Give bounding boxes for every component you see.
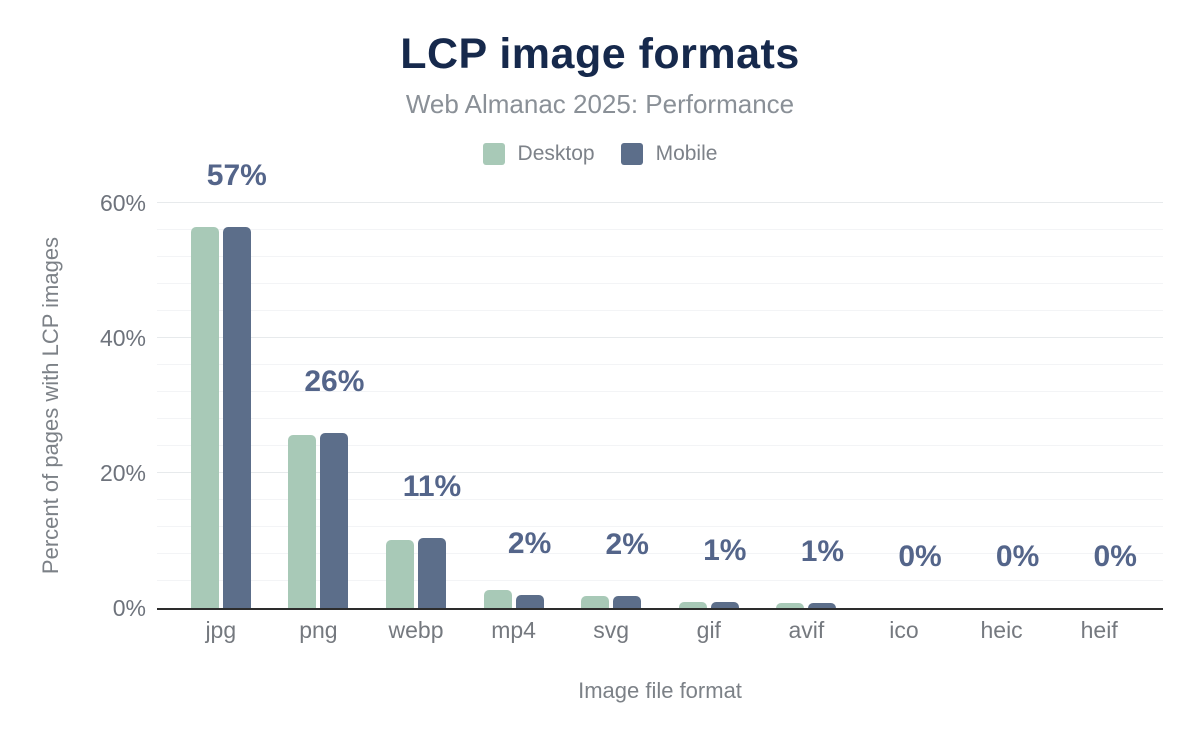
bar-desktop-png [288, 435, 317, 608]
bar-value-label: 26% [304, 364, 365, 398]
legend-label-desktop: Desktop [517, 142, 595, 165]
mobile-swatch-icon [620, 143, 643, 165]
bar-mobile-avif [808, 603, 837, 608]
legend: Desktop Mobile [0, 142, 1200, 166]
x-tick-label: heic [980, 617, 1023, 643]
y-tick-label: 40% [99, 325, 146, 351]
y-tick-label: 20% [99, 460, 146, 486]
bar-desktop-mp4 [483, 589, 512, 608]
x-tick-label: avif [788, 617, 825, 643]
x-tick-label: ico [889, 617, 919, 643]
bar-desktop-svg [581, 595, 610, 608]
x-axis-title: Image file format [578, 678, 742, 703]
gridline [157, 418, 1163, 419]
gridline [157, 283, 1163, 284]
x-tick-label: webp [388, 617, 444, 643]
chart-title: LCP image formats [400, 30, 800, 78]
legend-item-desktop: Desktop [482, 142, 595, 166]
bar-value-label: 1% [800, 535, 845, 569]
gridline [157, 526, 1163, 527]
gridline [157, 202, 1163, 203]
gridline [157, 256, 1163, 257]
gridline [157, 499, 1163, 500]
x-tick-label: svg [593, 617, 630, 643]
bar-desktop-webp [386, 539, 414, 608]
bar-value-label: 0% [898, 540, 942, 573]
y-axis-labels: 0% 20% 40% 60% [0, 190, 146, 621]
gridline [157, 553, 1163, 554]
y-tick-label: 60% [99, 190, 146, 216]
gridline [157, 337, 1163, 338]
plot-area: 57% 26% 11% 2% 2% 1% 1% 0% 0% 0% [157, 159, 1163, 610]
x-tick-label: png [299, 617, 338, 643]
bar-value-label: 57% [206, 159, 267, 193]
bar-mobile-svg [613, 595, 642, 608]
bar-desktop-gif [678, 601, 707, 608]
chart-subtitle: Web Almanac 2025: Performance [405, 89, 795, 119]
bar-mobile-jpg [222, 227, 251, 608]
x-tick-label: jpg [205, 617, 237, 643]
gridline [157, 580, 1163, 581]
x-tick-label: mp4 [491, 617, 536, 643]
bar-value-label: 0% [1093, 540, 1137, 573]
bar-mobile-mp4 [515, 594, 544, 608]
bar-value-label: 1% [703, 533, 747, 567]
gridline [157, 391, 1163, 392]
gridline [157, 445, 1163, 446]
bar-value-label: 2% [507, 526, 552, 560]
gridline [157, 229, 1163, 230]
bar-mobile-png [320, 432, 349, 608]
x-axis-labels: jpg png webp mp4 svg gif avif ico heic heif [157, 617, 1163, 645]
bar-value-label: 11% [402, 469, 462, 503]
legend-item-mobile: Mobile [620, 142, 718, 166]
bar-value-label: 0% [995, 540, 1040, 573]
bar-value-label: 2% [605, 527, 649, 561]
gridline [157, 310, 1163, 311]
bar-desktop-jpg [190, 227, 219, 608]
x-axis-line [157, 608, 1163, 610]
bar-desktop-avif [776, 603, 805, 608]
legend-label-mobile: Mobile [655, 142, 718, 165]
x-tick-label: gif [696, 617, 721, 643]
x-tick-label: heif [1080, 617, 1118, 643]
gridline [157, 364, 1163, 365]
y-tick-label: 0% [112, 595, 146, 621]
gridline [157, 472, 1163, 473]
bar-mobile-webp [418, 537, 446, 608]
bar-mobile-gif [710, 601, 739, 608]
desktop-swatch-icon [482, 143, 505, 165]
